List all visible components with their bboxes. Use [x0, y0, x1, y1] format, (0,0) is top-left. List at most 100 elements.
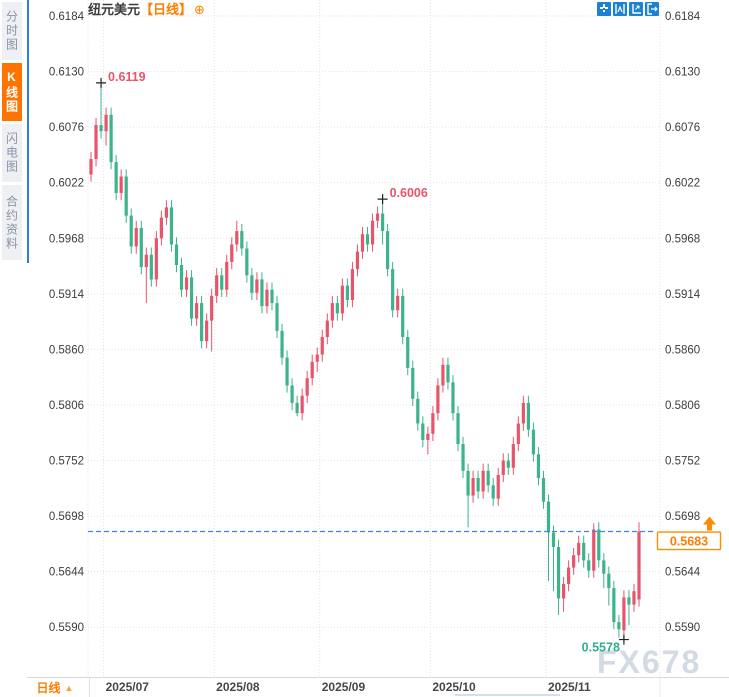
- extreme-marker-cross: [96, 77, 107, 88]
- price-up-arrow-icon: [703, 516, 716, 531]
- sidebar-item-flash-chart[interactable]: 闪电图: [2, 124, 22, 182]
- candle: [406, 337, 410, 368]
- extreme-marker-cross: [618, 634, 629, 645]
- candle: [441, 364, 445, 386]
- candle: [285, 357, 289, 386]
- candle: [265, 289, 269, 307]
- h-scrollbar[interactable]: [455, 694, 560, 696]
- y-axis-label-right: 0.5806: [665, 400, 700, 412]
- y-axis-label-right: 0.5914: [665, 289, 701, 301]
- high-annotation: 0.6006: [390, 186, 428, 200]
- candle: [139, 227, 143, 268]
- candle: [632, 591, 636, 605]
- y-axis-label-right: 0.6022: [665, 178, 700, 190]
- candle: [612, 588, 616, 623]
- candle: [350, 269, 355, 301]
- candle: [270, 289, 274, 304]
- candle: [305, 378, 309, 396]
- low-annotation: 0.5578: [582, 641, 620, 655]
- y-axis-label-right: 0.5752: [665, 456, 700, 468]
- sidebar-item-contract-info[interactable]: 合约资料: [2, 185, 22, 260]
- candle: [466, 470, 470, 496]
- chart-header: 纽元美元【日线】 ⊕: [88, 2, 205, 18]
- candle: [375, 213, 380, 221]
- candle: [567, 567, 571, 585]
- y-axis-label-left: 0.5698: [49, 511, 84, 523]
- candle: [370, 220, 375, 245]
- candle: [476, 478, 480, 492]
- candle: [245, 248, 249, 276]
- candle: [521, 402, 525, 424]
- candle: [481, 470, 485, 492]
- candle: [129, 215, 133, 247]
- candle: [526, 402, 530, 430]
- candle: [577, 542, 581, 556]
- high-annotation: 0.6119: [108, 70, 146, 84]
- candle: [471, 478, 475, 496]
- y-axis-label-left: 0.5644: [49, 567, 85, 579]
- candle: [330, 303, 334, 321]
- candle: [431, 413, 435, 434]
- candle: [205, 320, 209, 342]
- sidebar-item-time-chart[interactable]: 分时图: [2, 2, 22, 60]
- candle: [627, 597, 631, 605]
- axes-scale-icon[interactable]: [629, 2, 643, 16]
- candle: [310, 361, 314, 379]
- sidebar-item-kline-chart[interactable]: K线图: [2, 63, 22, 121]
- candle: [250, 275, 254, 293]
- candle: [396, 295, 400, 311]
- period-selector[interactable]: 日线 ▲: [20, 678, 90, 697]
- fit-range-icon[interactable]: [613, 2, 627, 16]
- candle: [119, 176, 123, 193]
- y-axis-label-right: 0.5860: [665, 344, 700, 356]
- candle: [164, 207, 169, 218]
- exit-pane-icon[interactable]: [645, 2, 659, 16]
- candle: [617, 622, 621, 630]
- y-axis-label-left: 0.5806: [49, 400, 84, 412]
- candle: [230, 244, 234, 262]
- y-axis-label-left: 0.5752: [49, 456, 84, 468]
- y-axis-label-right: 0.5590: [665, 622, 700, 634]
- candle: [597, 529, 601, 561]
- candle: [235, 231, 239, 245]
- add-indicator-icon[interactable]: ⊕: [194, 2, 205, 17]
- candle: [169, 207, 174, 245]
- candle: [335, 303, 339, 314]
- candle: [104, 114, 108, 132]
- candle: [501, 460, 505, 475]
- candle: [295, 402, 299, 414]
- candle: [587, 560, 591, 571]
- y-axis-label-left: 0.5860: [49, 344, 84, 356]
- candle: [491, 485, 495, 499]
- candle: [446, 364, 450, 383]
- candle: [154, 238, 158, 280]
- candle: [159, 217, 163, 239]
- y-axis-label-right: 0.5644: [665, 567, 701, 579]
- candle: [134, 227, 138, 247]
- candle: [607, 573, 611, 589]
- candle: [179, 265, 184, 290]
- candle: [124, 176, 128, 216]
- candle: [365, 234, 370, 245]
- move-cross-icon[interactable]: [597, 2, 611, 16]
- candle: [506, 460, 510, 468]
- candle: [380, 213, 385, 232]
- candle: [511, 444, 515, 468]
- candle: [315, 354, 319, 362]
- candle: [174, 244, 179, 266]
- y-axis-label-right: 0.6130: [665, 67, 700, 79]
- y-axis-label-left: 0.5914: [49, 289, 85, 301]
- candle: [355, 251, 360, 270]
- y-axis-label-right: 0.6076: [665, 122, 700, 134]
- candle: [320, 337, 324, 355]
- candle: [260, 279, 264, 307]
- y-axis-label-left: 0.6022: [49, 178, 84, 190]
- candle: [561, 584, 566, 599]
- x-axis-label: 2025/07: [106, 680, 150, 694]
- period-selector-label: 日线: [36, 681, 61, 695]
- candle: [275, 303, 279, 331]
- candle: [637, 531, 641, 600]
- candle: [94, 125, 98, 160]
- candle: [240, 231, 244, 249]
